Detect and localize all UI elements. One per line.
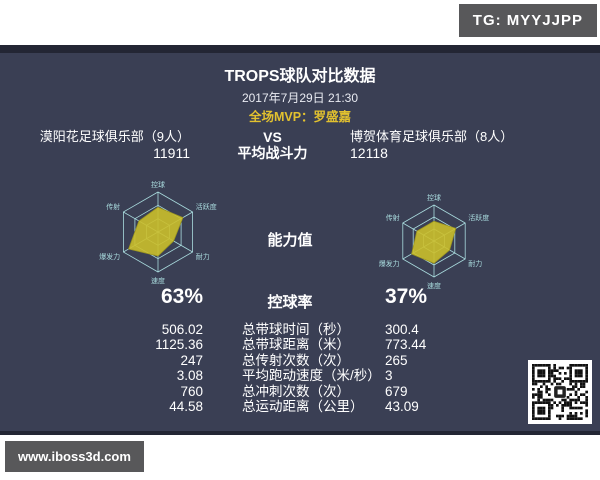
stat-left-value: 506.02: [161, 322, 203, 337]
match-datetime: 2017年7月29日 21:30: [241, 91, 359, 105]
qr-code: [528, 360, 592, 424]
stat-left-value: 1125.36: [155, 337, 203, 353]
stat-label: 总带球距离（米）: [242, 337, 350, 353]
stat-row: 1125.36 总带球距离（米） 773.44: [0, 337, 600, 352]
telegram-badge: TG: MYYJJPP: [458, 4, 597, 37]
svg-text:爆发力: 爆发力: [99, 252, 120, 261]
stat-right-value: 265: [385, 352, 408, 368]
website-badge: www.iboss3d.com: [5, 441, 144, 472]
ability-value-label: 能力值: [267, 232, 313, 249]
possession-right-value: 37%: [385, 285, 428, 308]
svg-text:活跃度: 活跃度: [196, 202, 217, 211]
stat-row: 3.08 平均跑动速度（米/秒） 3: [0, 368, 600, 383]
stat-left-value: 3.08: [176, 368, 203, 384]
stat-left-value: 760: [180, 383, 203, 399]
stat-label: 总带球时间（秒）: [242, 322, 350, 337]
panel-bottom-edge: [0, 431, 600, 435]
stats-panel: TROPS球队对比数据 2017年7月29日 21:30 全场MVP：罗盛嘉 漠…: [0, 45, 600, 435]
page-title: TROPS球队对比数据: [224, 68, 376, 85]
stat-row: 760 总冲刺次数（次） 679: [0, 384, 600, 399]
stat-label: 总传射次数（次）: [242, 352, 350, 368]
team-right-name: 博贺体育足球俱乐部（8人）: [350, 129, 514, 144]
stat-label: 总运动距离（公里）: [242, 398, 364, 414]
panel-top-edge: [0, 45, 600, 53]
team-right-block: 博贺体育足球俱乐部（8人） 12118: [350, 129, 595, 162]
svg-text:速度: 速度: [427, 281, 441, 290]
svg-text:传射: 传射: [106, 202, 120, 211]
possession-left-value: 63%: [160, 285, 203, 308]
stat-left-value: 44.58: [169, 398, 203, 414]
svg-text:耐力: 耐力: [468, 259, 482, 268]
team-right-power: 12118: [350, 145, 388, 161]
stat-left-value: 247: [180, 352, 203, 368]
stat-label: 平均跑动速度（米/秒）: [242, 368, 381, 384]
possession-label: 控球率: [267, 294, 313, 311]
team-left-power: 11911: [153, 145, 190, 161]
mvp-label: 全场MVP：罗盛嘉: [248, 110, 352, 124]
vs-label: VS: [263, 129, 282, 145]
svg-text:耐力: 耐力: [196, 252, 210, 261]
stat-right-value: 679: [385, 383, 408, 399]
team-left-block: 漠阳花足球俱乐部（9人） 11911: [0, 129, 190, 162]
stats-table: 506.02 总带球时间（秒） 300.4 1125.36 总带球距离（米） 773.44…: [0, 322, 600, 414]
stat-row: 44.58 总运动距离（公里） 43.09: [0, 399, 600, 414]
svg-text:活跃度: 活跃度: [468, 213, 489, 222]
vs-block: VS 平均战斗力: [230, 129, 315, 162]
stat-row: 506.02 总带球时间（秒） 300.4: [0, 322, 600, 337]
stat-right-value: 773.44: [385, 337, 427, 353]
svg-text:速度: 速度: [151, 276, 165, 285]
stat-right-value: 43.09: [385, 398, 419, 414]
svg-text:传射: 传射: [386, 213, 400, 222]
stat-label: 总冲刺次数（次）: [242, 383, 350, 399]
team-left-name: 漠阳花足球俱乐部（9人）: [39, 129, 190, 144]
svg-text:爆发力: 爆发力: [379, 259, 400, 268]
svg-text:控球: 控球: [427, 193, 441, 202]
stat-right-value: 3: [385, 368, 393, 384]
stat-row: 247 总传射次数（次） 265: [0, 353, 600, 368]
average-power-label: 平均战斗力: [237, 145, 308, 161]
stat-right-value: 300.4: [385, 322, 419, 337]
svg-text:控球: 控球: [151, 180, 165, 189]
